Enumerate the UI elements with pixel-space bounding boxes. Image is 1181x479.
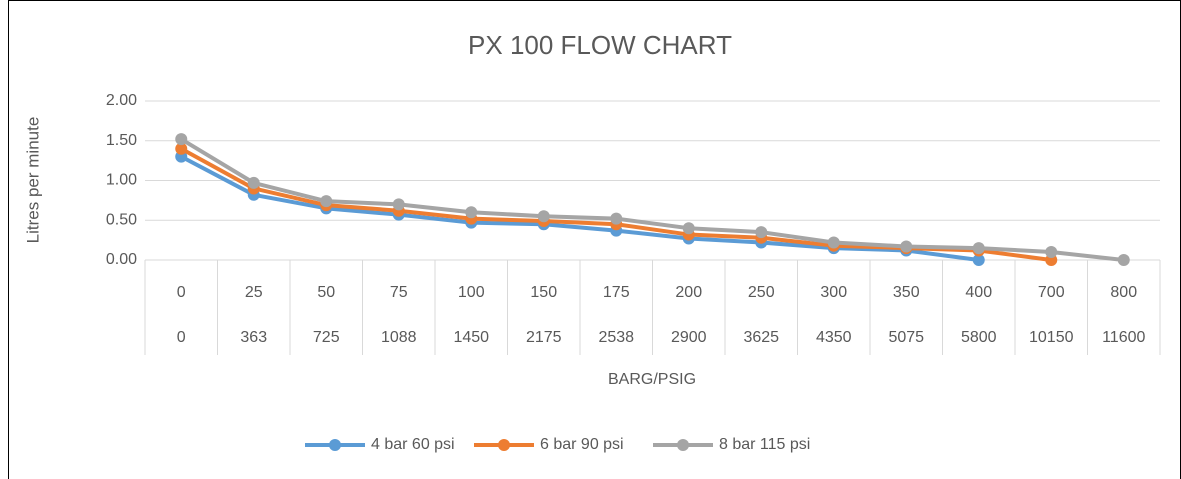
x-subtick-label: 5800 [961,329,997,346]
x-tick-label: 350 [893,284,920,301]
y-tick-label: 2.00 [106,92,137,109]
x-subtick-label: 0 [177,329,186,346]
chart-title: PX 100 FLOW CHART [468,30,732,60]
legend-label: 6 bar 90 psi [540,436,624,453]
series-marker [320,195,333,208]
x-subtick-label: 1450 [453,329,489,346]
x-tick-label: 50 [317,284,335,301]
x-axis-title: BARG/PSIG [608,371,696,388]
series-marker [1117,254,1130,266]
y-tick-label: 1.50 [106,132,137,149]
series-marker [465,206,478,219]
series-line [180,154,980,262]
series-marker [1045,246,1058,259]
x-tick-label: 700 [1038,284,1065,301]
x-subtick-label: 2900 [671,329,707,346]
x-subtick-label: 1088 [381,329,417,346]
series-marker [392,198,405,211]
series-marker [827,236,840,249]
x-tick-label: 100 [458,284,485,301]
y-tick-label: 0.50 [106,211,137,228]
x-subtick-label: 4350 [816,329,852,346]
x-subtick-label: 11600 [1102,329,1145,346]
series-marker [682,222,695,235]
y-tick-label: 0.00 [106,251,137,268]
x-subtick-label: 363 [240,329,267,346]
x-tick-label: 300 [820,284,847,301]
legend-label: 4 bar 60 psi [371,436,455,453]
series-marker [175,133,188,146]
x-tick-label: 150 [530,284,557,301]
x-tick-label: 200 [675,284,702,301]
y-tick-label: 1.00 [106,172,137,189]
x-subtick-label: 725 [313,329,340,346]
x-tick-label: 400 [965,284,992,301]
legend-marker [677,439,689,451]
legend-marker [498,439,510,451]
chart-border [8,0,1181,479]
x-tick-label: 25 [245,284,263,301]
series-marker [972,242,985,255]
series-marker [175,142,188,155]
x-tick-label: 0 [177,284,186,301]
series-marker [755,226,768,239]
x-subtick-label: 3625 [743,329,779,346]
x-tick-label: 75 [390,284,408,301]
x-subtick-label: 2538 [598,329,634,346]
x-tick-label: 175 [603,284,630,301]
x-subtick-label: 2175 [526,329,562,346]
series-marker [972,254,985,266]
legend-marker [329,439,341,451]
legend-label: 8 bar 115 psi [719,436,810,453]
x-subtick-label: 5075 [888,329,924,346]
y-axis-title: Litres per minute [23,117,42,244]
x-tick-label: 800 [1110,284,1137,301]
series-line [180,137,1124,262]
series-marker [900,240,913,253]
x-subtick-label: 10150 [1029,329,1074,346]
series-marker [610,212,623,225]
series-marker [247,176,260,189]
series-marker [537,210,550,223]
x-tick-label: 250 [748,284,775,301]
